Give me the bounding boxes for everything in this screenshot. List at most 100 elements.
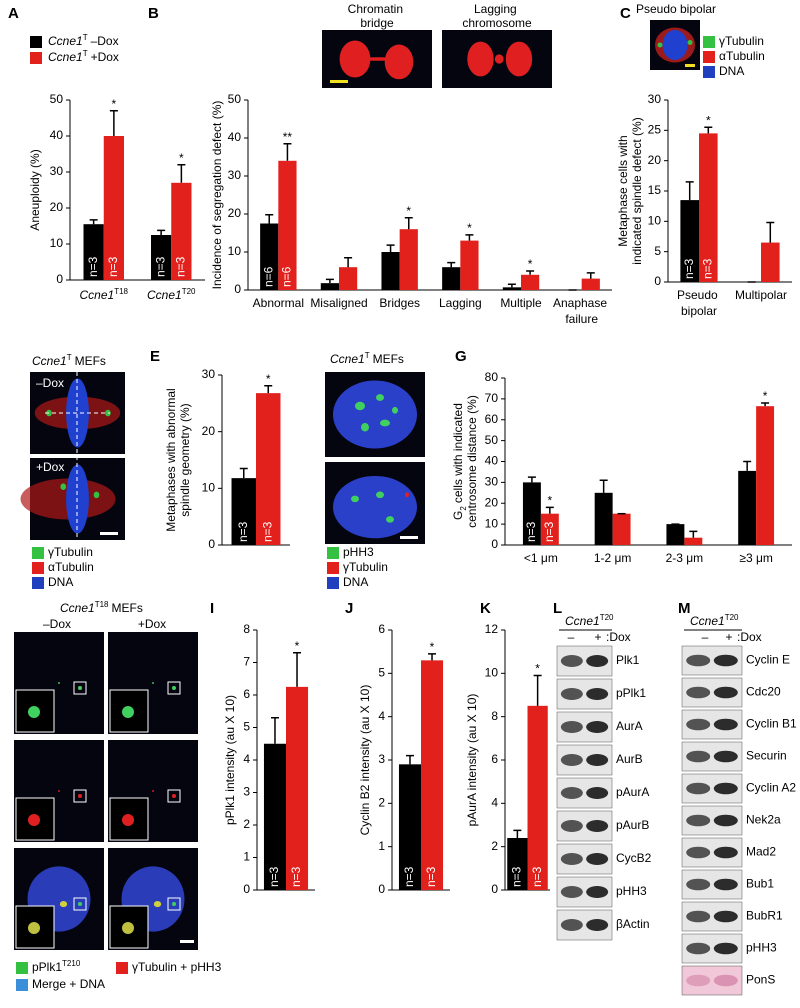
panel-letter: E [150,348,160,365]
error-bar [447,261,456,268]
lane-label: – [568,630,575,644]
y-tick-label: 8 [491,709,498,723]
bar-label: n=3 [260,521,274,542]
y-tick-label: 1 [243,850,250,864]
band-label: Nek2a [746,813,781,827]
error-bar [465,234,474,241]
bar [540,513,559,545]
blot-band [713,654,738,667]
legend-label-part: Ccne1 [48,34,83,48]
error-bar [689,530,698,538]
scale-bar [400,536,418,539]
x-tick-label-part: T18 [114,287,128,296]
micrograph-signal [66,378,89,448]
y-tick-label: 10 [648,214,662,228]
blot-band [686,718,711,731]
x-tick-label: Bridges [379,296,420,310]
error-bar [766,221,775,243]
blot-band [713,942,738,955]
panel-letter: C [620,5,631,22]
legend-label: Ccne1T +Dox [48,49,119,65]
legend-label: γTubulin + pHH3 [132,960,222,974]
error-bar [265,214,274,224]
y-tick-label: 0 [378,882,385,896]
scale-bar [100,532,118,535]
lane-label: + [594,630,601,644]
bar-label: n=6 [280,266,294,287]
panel-letter: B [148,5,159,22]
legend-swatch [32,562,44,574]
band-label: pHH3 [616,884,647,898]
legend-swatch [327,547,339,559]
bar-label: n=3 [86,256,100,277]
error-bar [704,126,713,134]
legend-label-part: αTubulin [719,49,765,63]
legend-swatch [703,66,715,78]
micrograph-signal [153,901,162,908]
bar [460,240,479,290]
legend-label-part: +Dox [91,50,119,64]
blot-band [713,718,738,731]
bar-label: n=3 [682,258,696,279]
error-bar [270,717,279,744]
legend-label-part: Ccne1 [48,50,83,64]
band-label: Mad2 [746,845,776,859]
x-tick-label: Abnormal [253,296,304,310]
x-tick-label-part: Ccne1 [80,288,115,302]
error-bar [404,217,413,230]
panel-letter: A [8,5,19,22]
y-tick-label: 10 [50,236,64,250]
panel-title-part: T [365,351,370,360]
legend-label-part: γTubulin [343,560,388,574]
x-tick-label: 1-2 μm [594,551,632,565]
legend-label-part: T [83,49,88,58]
condition-label: –Dox [36,376,64,390]
bar [381,252,400,290]
legend-swatch [327,577,339,589]
blot-band [713,686,738,699]
image-label-line: bridge [360,16,394,30]
error-bar [293,652,302,687]
roi [73,681,87,695]
micrograph-signal [78,902,82,906]
roi [167,897,181,911]
micrograph-signal [380,419,390,427]
y-tick-label: 30 [228,168,242,182]
error-bar [344,256,353,268]
legend-label-part: γTubulin [48,545,93,559]
blot-title-part: T20 [725,613,739,622]
panel-letter: K [480,600,491,617]
bar-label: n=3 [510,866,524,887]
y-tick-label: 2 [243,817,250,831]
y-axis-label: Aneuploidy (%) [28,149,42,230]
legend-swatch [703,36,715,48]
error-bar [545,506,554,514]
bar-label: n=3 [530,866,544,887]
lane-label: – [702,630,709,644]
blot-band [586,721,609,733]
blot-band [686,846,711,859]
x-tick-label-line: failure [565,312,598,326]
bar-label: n=3 [289,866,303,887]
y-tick-label: 3 [378,752,385,766]
error-bar [157,229,166,235]
bar-label: n=6 [261,266,275,287]
blot-band [586,886,609,898]
bar [666,524,685,545]
image-title: Pseudo bipolar [636,2,716,16]
legend-label-part: DNA [343,575,368,589]
blot-title-part: T20 [600,613,614,622]
y-tick-label: 0 [491,537,498,551]
bar [507,838,528,890]
panel-letter: M [678,600,691,617]
bar [527,705,548,890]
bar [399,229,418,290]
x-tick-label: Misaligned [310,296,367,310]
y-tick-label: 30 [202,367,216,381]
significance: ** [283,130,293,144]
y-tick-label: 5 [243,720,250,734]
inset-signal [28,814,40,826]
inset-signal [122,706,134,718]
legend-label: γTubulin [48,545,93,559]
